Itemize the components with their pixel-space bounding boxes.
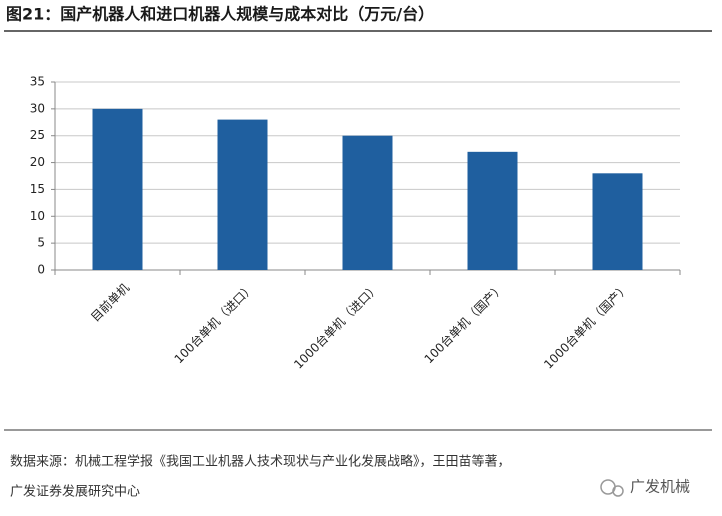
y-tick-label: 30 bbox=[30, 101, 45, 115]
y-tick-label: 20 bbox=[30, 155, 45, 169]
source-line: 数据来源：机械工程学报《我国工业机器人技术现状与产业化发展战略》，王田苗等著， bbox=[10, 454, 511, 470]
x-tick-label: 目前单机 bbox=[88, 280, 133, 325]
y-tick-label: 15 bbox=[30, 182, 45, 196]
bar bbox=[342, 135, 393, 270]
watermark-icon bbox=[600, 479, 624, 497]
y-tick-label: 5 bbox=[37, 236, 45, 250]
x-tick-label: 1000台单机（进口） bbox=[290, 280, 382, 372]
y-tick-label: 35 bbox=[30, 75, 45, 89]
source-line: 广发证券发展研究中心 bbox=[10, 484, 140, 500]
y-tick-label: 25 bbox=[30, 128, 45, 142]
bar bbox=[592, 173, 643, 270]
bar bbox=[92, 108, 143, 270]
y-tick-label: 10 bbox=[30, 209, 45, 223]
watermark: 广发机械 bbox=[630, 478, 690, 496]
x-tick-label: 100台单机（进口） bbox=[171, 280, 257, 366]
chart-title: 图21：国产机器人和进口机器人规模与成本对比（万元/台） bbox=[6, 5, 434, 24]
bar bbox=[467, 151, 518, 270]
x-tick-label: 100台单机（国产） bbox=[421, 280, 507, 366]
y-tick-label: 0 bbox=[37, 263, 45, 277]
bar bbox=[217, 119, 268, 270]
x-tick-label: 1000台单机（国产） bbox=[540, 280, 632, 372]
